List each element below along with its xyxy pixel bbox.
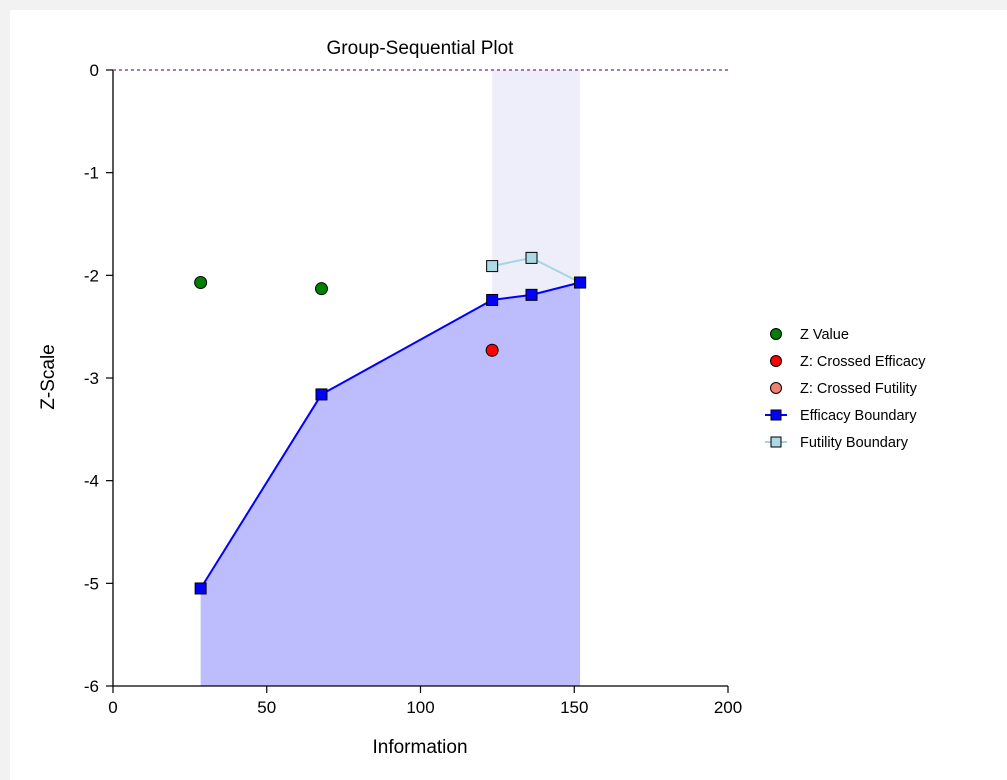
z-value-point xyxy=(314,282,328,296)
y-axis-title: Z-Scale xyxy=(38,344,59,409)
legend-marker xyxy=(770,436,782,448)
x-tick-label: 200 xyxy=(714,698,742,717)
z-value-point xyxy=(194,276,208,290)
group-sequential-chart: 0 -1 -2 -3 -4 -5 -6 0 50 100 150 200 Z Value Z: Cros… xyxy=(38,38,926,758)
efficacy-boundary-point xyxy=(315,388,328,401)
legend: Z Value Z: Crossed Efficacy Z: Crossed Fut… xyxy=(765,327,926,451)
legend-marker xyxy=(770,328,782,340)
legend-marker xyxy=(770,382,782,394)
axes: 0 -1 -2 -3 -4 -5 -6 0 50 100 150 200 xyxy=(84,61,742,717)
efficacy-boundary-point xyxy=(486,293,499,306)
x-tick-label: 150 xyxy=(560,698,588,717)
legend-label: Z: Crossed Efficacy xyxy=(800,354,926,370)
efficacy-boundary-point xyxy=(525,288,538,301)
y-tick-label: -1 xyxy=(84,164,99,183)
legend-label: Z: Crossed Futility xyxy=(800,381,918,397)
legend-marker xyxy=(770,409,782,421)
legend-item-futility-boundary: Futility Boundary xyxy=(765,435,909,451)
chart-title: Group-Sequential Plot xyxy=(327,38,515,59)
boundary-fills xyxy=(200,70,581,686)
chart-panel: 0 -1 -2 -3 -4 -5 -6 0 50 100 150 200 Z Value Z: Cros… xyxy=(10,10,1007,780)
x-axis-title: Information xyxy=(372,737,467,758)
efficacy-boundary-point xyxy=(574,276,587,289)
y-tick-label: -3 xyxy=(84,369,99,388)
futility-boundary-point xyxy=(486,260,499,273)
x-tick-label: 50 xyxy=(257,698,276,717)
y-tick-label: 0 xyxy=(90,61,99,80)
legend-item-z-crossed-futility: Z: Crossed Futility xyxy=(770,381,918,397)
x-tick-label: 0 xyxy=(108,698,117,717)
futility-boundary-point xyxy=(525,251,538,264)
legend-item-z-value: Z Value xyxy=(770,327,849,343)
series-points xyxy=(194,251,587,595)
z-crossed-efficacy-point xyxy=(485,343,499,357)
legend-marker xyxy=(770,355,782,367)
y-tick-label: -6 xyxy=(84,677,99,696)
legend-item-efficacy-boundary: Efficacy Boundary xyxy=(765,408,917,424)
legend-item-z-crossed-efficacy: Z: Crossed Efficacy xyxy=(770,354,926,370)
x-tick-label: 100 xyxy=(406,698,434,717)
legend-label: Efficacy Boundary xyxy=(800,408,917,424)
legend-label: Z Value xyxy=(800,327,849,343)
legend-label: Futility Boundary xyxy=(800,435,909,451)
y-tick-label: -4 xyxy=(84,472,99,491)
efficacy-boundary-point xyxy=(194,582,207,595)
y-tick-label: -2 xyxy=(84,266,99,285)
y-tick-label: -5 xyxy=(84,574,99,593)
efficacy-region-fill xyxy=(200,282,581,686)
